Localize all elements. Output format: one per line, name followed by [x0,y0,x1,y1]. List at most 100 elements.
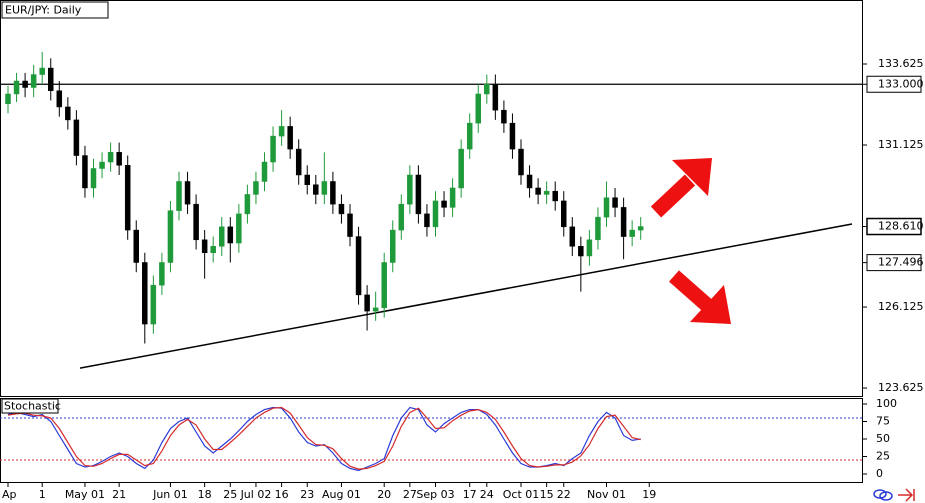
candle-body [184,181,191,205]
candle-body [82,155,88,189]
candle-body [39,67,45,75]
corner-icons[interactable] [873,488,915,502]
price-label: 128.610 [878,220,924,233]
candle-body [99,161,105,169]
candle-body [535,187,541,195]
candle-body [398,203,405,231]
candle-body [338,203,345,215]
candle-body [612,197,618,208]
candle-body [629,229,635,237]
x-tick-label: 16 [275,488,289,501]
price-label: 127.496 [878,256,924,269]
trendline [79,223,853,369]
x-tick-label: Ap [2,488,17,501]
x-tick-label: 27 [403,488,417,501]
candle-body [116,152,122,166]
candle-body [578,246,584,257]
candle-body [287,126,293,150]
link-icon[interactable] [879,491,893,501]
arrow-up [650,158,712,218]
x-tick-label: 22 [557,488,571,501]
candle-body [466,122,473,150]
x-tick-label: 21 [112,488,126,501]
arrow-down [669,270,731,324]
price-label-box [866,75,922,93]
candle-body [176,181,182,211]
candle-body [552,190,558,202]
x-tick-label: May 01 [65,488,105,501]
price-label: 133.000 [878,77,924,90]
x-tick-label: Jul 02 [240,488,272,501]
candle-body [56,90,63,108]
candle-body [595,216,601,241]
candle-body [372,307,379,312]
candle-body [5,93,11,104]
y-tick-label: 126.125 [878,300,924,313]
candle-body [620,207,627,237]
candle-body [441,200,447,208]
x-tick-label: Nov 01 [587,488,626,501]
candle-body [355,236,362,296]
candle-body [304,174,310,185]
price-label-box [866,254,922,272]
candle-body [543,190,550,195]
stochastic-panel [0,398,863,483]
x-tick-label: Oct 01 [503,488,540,501]
candle-body [167,210,174,263]
candle-body [424,213,430,228]
candle-body [227,226,234,244]
candle-body [390,229,396,263]
x-tick-label: 15 [540,488,554,501]
candle-body [150,284,157,325]
candle-body [526,174,533,189]
candle-body [210,246,216,254]
x-tick-label: 17 [463,488,477,501]
candle-body [159,262,165,286]
x-tick-label: Aug 01 [322,488,361,501]
candle-body [133,229,139,263]
price-label-box [866,217,922,236]
stoch-y-tick-label: 75 [876,415,890,428]
x-tick-label: Sep 03 [416,488,454,501]
stoch-y-tick-label: 50 [876,432,890,445]
chart-title: EUR/JPY: Daily [5,4,82,17]
stoch-y-tick-label: 100 [876,397,897,410]
candle-body [244,194,251,215]
candle-body [65,106,71,121]
candle-body [236,213,242,244]
stoch-y-tick-label: 25 [876,449,890,462]
candle-body [407,174,413,205]
candle-body [586,239,593,257]
candle-body [48,67,54,91]
candle-body [22,80,28,88]
candle-body [364,294,370,312]
stoch-line [7,406,641,470]
candle-body [13,80,20,95]
scroll-icon[interactable] [898,488,915,502]
candle-body [124,165,131,231]
candle-body [107,152,114,163]
candle-body [330,181,336,205]
indicator-title: Stochastic [4,400,61,413]
candle-body [278,126,285,137]
candle-body [381,262,387,309]
x-tick-label: 20 [377,488,391,501]
y-tick-label: 133.625 [878,57,924,70]
candle-body [561,200,567,228]
candle-body [492,84,499,111]
arrow-head [690,285,731,324]
candle-body [30,74,37,88]
title-box [1,1,109,19]
x-tick-label: 1 [39,488,46,501]
x-tick-label: 19 [642,488,656,501]
x-tick-label: 25 [223,488,237,501]
candle-body [313,184,319,195]
candle-body [253,181,259,195]
candle-body [295,148,302,176]
candle-body [415,174,422,215]
arrow-shaft [650,174,696,218]
candle-body [518,148,524,176]
arrow-head [672,158,712,196]
candle-body [201,239,208,254]
